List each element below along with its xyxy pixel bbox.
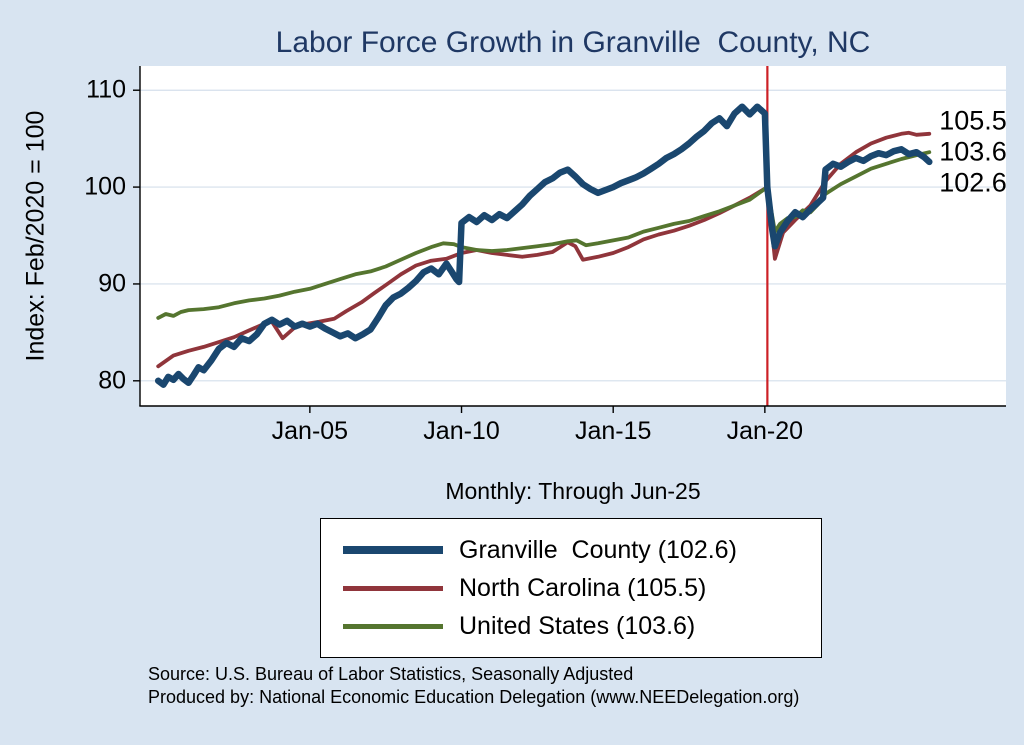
legend-item-granville-county: Granville County (102.6) [343, 531, 821, 569]
series-line-0 [154, 103, 933, 388]
legend-swatch-united-states [343, 623, 443, 629]
source-line-2: Produced by: National Economic Education… [148, 687, 800, 707]
legend-label-united-states: United States (103.6) [459, 611, 696, 640]
legend-swatch-north-carolina [343, 585, 443, 591]
legend-label-granville-county: Granville County (102.6) [459, 535, 737, 564]
y-axis-title: Index: Feb/2020 = 100 [21, 110, 50, 362]
chart-title: Labor Force Growth in Granville County, … [275, 26, 871, 59]
legend-item-north-carolina: North Carolina (105.5) [343, 569, 821, 607]
series-line-2 [156, 150, 932, 320]
legend-label-north-carolina: North Carolina (105.5) [459, 573, 707, 602]
source-note: Source: U.S. Bureau of Labor Statistics,… [148, 663, 799, 709]
legend-item-united-states: United States (103.6) [343, 607, 821, 645]
legend-box: Granville County (102.6) North Carolina … [320, 518, 822, 658]
source-line-1: Source: U.S. Bureau of Labor Statistics,… [148, 664, 634, 684]
plot-background [140, 66, 1006, 406]
chart-subtitle: Monthly: Through Jun-25 [445, 478, 701, 504]
legend-swatch-granville-county [343, 546, 443, 554]
